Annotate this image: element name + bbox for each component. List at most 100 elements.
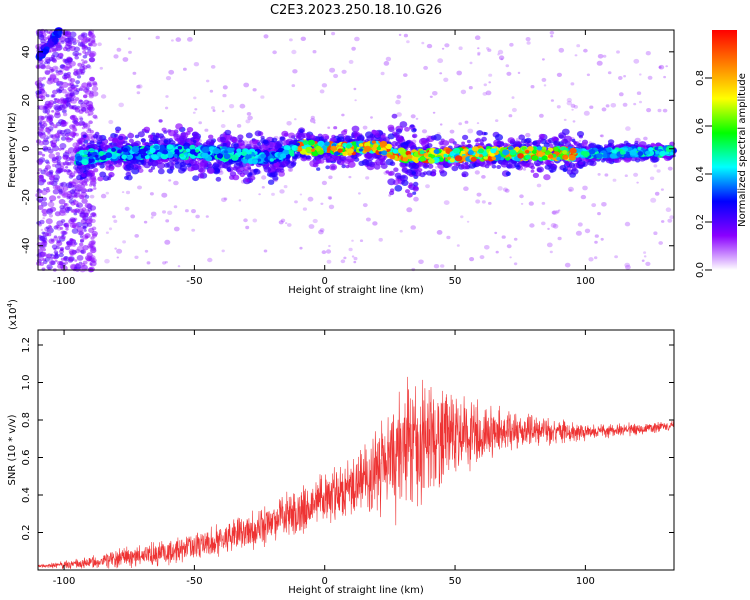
spectrogram-noise-dot bbox=[83, 177, 90, 183]
spectrogram-halo-dot bbox=[353, 131, 361, 137]
spectrogram-halo-dot bbox=[385, 158, 394, 166]
spectrogram-noise-dot bbox=[86, 218, 93, 224]
spectrogram-noise-dot bbox=[49, 256, 54, 260]
spectrogram-noise-dot bbox=[660, 188, 664, 191]
spectrogram-noise-dot bbox=[331, 31, 336, 36]
spectrogram-noise-dot bbox=[136, 91, 141, 95]
spectrogram-noise-dot bbox=[46, 226, 50, 230]
spectrogram-noise-dot bbox=[458, 46, 463, 50]
spectrogram-noise-dot bbox=[99, 66, 104, 70]
spectrogram-halo-dot bbox=[358, 160, 365, 166]
spectrogram-noise-dot bbox=[474, 35, 481, 40]
spectrogram-noise-dot bbox=[91, 42, 97, 47]
spectrogram-noise-dot bbox=[206, 79, 210, 83]
spectrogram-noise-dot bbox=[633, 172, 639, 177]
spectrogram-halo-dot bbox=[237, 134, 244, 140]
spectrogram-halo-dot bbox=[94, 131, 100, 136]
spectrogram-trace-dot bbox=[57, 30, 63, 35]
spectrogram-noise-dot bbox=[294, 118, 297, 121]
spectrogram-noise-dot bbox=[63, 169, 67, 173]
spectrogram-noise-dot bbox=[65, 156, 72, 162]
spectrogram-noise-dot bbox=[88, 120, 93, 125]
spectrogram-noise-dot bbox=[563, 118, 567, 121]
spectrogram-noise-dot bbox=[58, 86, 65, 91]
spectrogram-noise-dot bbox=[38, 105, 45, 111]
spectrogram-noise-dot bbox=[307, 196, 314, 202]
spectrogram-noise-dot bbox=[246, 112, 252, 116]
spectrogram-halo-dot bbox=[257, 142, 262, 146]
spectrogram-noise-dot bbox=[396, 112, 402, 117]
spectrogram-noise-dot bbox=[243, 82, 250, 88]
spectrogram-halo-dot bbox=[89, 144, 95, 149]
spectrogram-halo-dot bbox=[561, 138, 568, 145]
spectrogram-noise-dot bbox=[61, 121, 68, 127]
figure-title: C2E3.2023.250.18.10.G26 bbox=[270, 3, 442, 18]
spectrogram-noise-dot bbox=[519, 194, 524, 199]
spectrogram-noise-dot bbox=[321, 250, 327, 255]
spectrogram-noise-dot bbox=[63, 256, 70, 262]
spectrogram-noise-dot bbox=[40, 228, 44, 231]
spectrogram-noise-dot bbox=[44, 127, 50, 133]
spectrogram-noise-dot bbox=[108, 119, 114, 125]
spectrogram-ridge-dot bbox=[454, 155, 463, 162]
spectrogram-noise-dot bbox=[40, 95, 46, 101]
spectrogram-halo-dot bbox=[387, 124, 395, 131]
spectrogram-halo-dot bbox=[411, 171, 417, 176]
spectrogram-noise-dot bbox=[73, 46, 80, 52]
spectrogram-noise-dot bbox=[44, 159, 50, 164]
spectrogram-noise-dot bbox=[41, 197, 47, 202]
spectrogram-halo-dot bbox=[152, 135, 159, 141]
spectrogram-noise-dot bbox=[91, 86, 99, 92]
spectrogram-halo-dot bbox=[587, 159, 595, 166]
spectrogram-noise-dot bbox=[90, 212, 96, 218]
spectrogram-noise-dot bbox=[105, 231, 109, 234]
spectrogram-noise-dot bbox=[81, 61, 85, 65]
spectrogram-noise-dot bbox=[415, 117, 419, 120]
spectrogram-halo-dot bbox=[186, 163, 192, 168]
spectrogram-halo-dot bbox=[356, 134, 365, 142]
spectrogram-noise-dot bbox=[65, 136, 69, 140]
spectrogram-noise-dot bbox=[547, 227, 550, 230]
spectrogram-noise-dot bbox=[60, 257, 65, 261]
spectrogram-noise-dot bbox=[286, 121, 292, 126]
spectrogram-halo-dot bbox=[476, 162, 481, 167]
spectrogram-noise-dot bbox=[66, 71, 71, 76]
spectrogram-noise-dot bbox=[223, 197, 228, 201]
spectrogram-noise-dot bbox=[474, 170, 480, 175]
spectrogram-noise-dot bbox=[63, 66, 69, 71]
spectrogram-ridge-dot bbox=[467, 150, 474, 155]
spectrogram-noise-dot bbox=[80, 250, 85, 254]
spectrogram-halo-dot bbox=[405, 189, 410, 194]
spectrogram-noise-dot bbox=[87, 207, 93, 212]
spectrogram-noise-dot bbox=[73, 121, 80, 127]
spectrogram-noise-dot bbox=[72, 127, 78, 132]
spectrogram-noise-dot bbox=[566, 97, 572, 103]
spectrogram-ridge-dot bbox=[347, 148, 354, 154]
spectrogram-halo-dot bbox=[142, 141, 147, 146]
spectrogram-halo-dot bbox=[353, 157, 360, 162]
spectrogram-noise-dot bbox=[439, 72, 443, 75]
spectrogram-noise-dot bbox=[511, 96, 515, 99]
spectrogram-halo-dot bbox=[237, 138, 243, 143]
spectrogram-noise-dot bbox=[479, 255, 485, 260]
spectrogram-halo-dot bbox=[96, 139, 103, 145]
spectrogram-noise-dot bbox=[81, 222, 89, 228]
spectrogram-noise-dot bbox=[49, 121, 54, 125]
spectrogram-noise-dot bbox=[643, 251, 647, 254]
spectrogram-noise-dot bbox=[566, 100, 572, 106]
spectrogram-noise-dot bbox=[124, 206, 130, 211]
spectrogram-noise-dot bbox=[40, 64, 47, 70]
spectrogram-noise-dot bbox=[60, 98, 68, 105]
spectrogram-noise-dot bbox=[52, 51, 60, 58]
spectrogram-noise-dot bbox=[502, 187, 508, 192]
spectrogram-noise-dot bbox=[143, 220, 148, 224]
spectrogram-noise-dot bbox=[93, 184, 96, 187]
spectrogram-noise-dot bbox=[395, 99, 401, 105]
spectrogram-halo-dot bbox=[82, 134, 87, 138]
spectrogram-noise-dot bbox=[328, 175, 333, 180]
spectrogram-noise-dot bbox=[351, 255, 355, 258]
spectrogram-noise-dot bbox=[616, 50, 620, 54]
spectrogram-noise-dot bbox=[546, 242, 553, 248]
spectrogram-noise-dot bbox=[37, 151, 43, 156]
spectrogram-noise-dot bbox=[81, 207, 87, 212]
